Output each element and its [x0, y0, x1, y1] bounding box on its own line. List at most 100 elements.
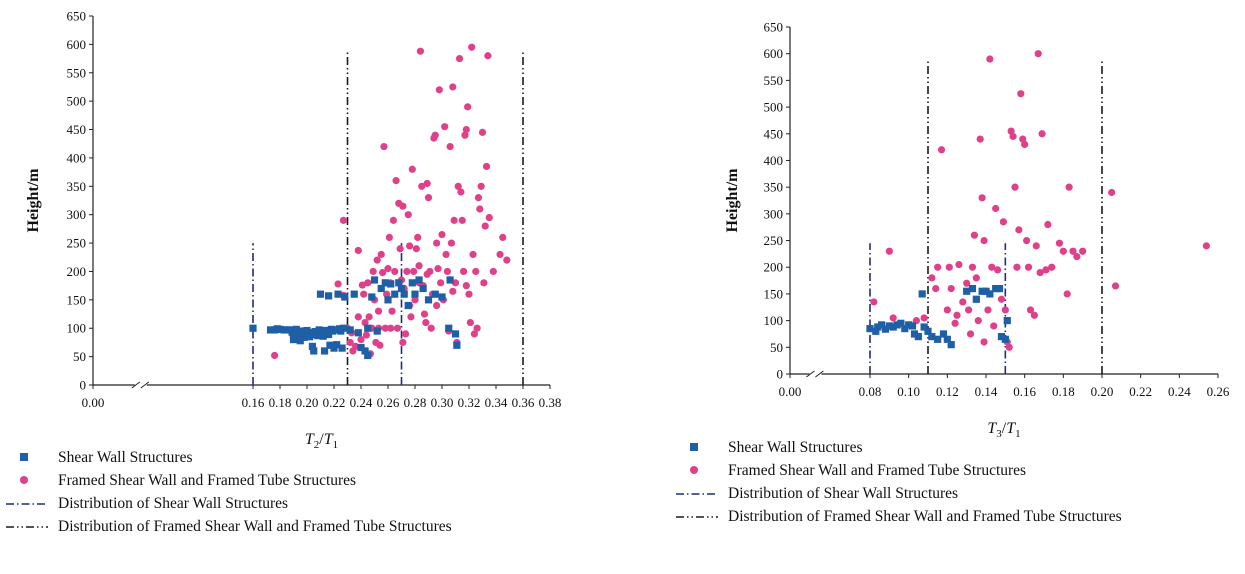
shear-wall-point [333, 341, 341, 349]
framed-structure-point [381, 324, 389, 332]
y-tick-label: 450 [764, 126, 784, 141]
framed-structure-point [354, 246, 362, 255]
framed-structure-point [373, 256, 381, 264]
shear-wall-point [368, 293, 376, 301]
framed-structure-point [496, 250, 504, 259]
y-tick-label: 350 [67, 179, 87, 194]
framed-structure-point [361, 318, 369, 327]
framed-structure-point [978, 194, 986, 202]
framed-structure-point [271, 351, 279, 360]
framed-structure-point [334, 280, 342, 288]
shear-wall-point [276, 325, 284, 333]
y-tick-label: 600 [764, 46, 784, 61]
framed-structure-point [928, 274, 936, 282]
framed-structure-point [1055, 239, 1064, 247]
framed-structure-point [466, 318, 474, 327]
shear-wall-point [997, 333, 1006, 341]
framed-structure-point [1015, 226, 1023, 234]
framed-structure-point [438, 230, 446, 239]
framed-structure-point [358, 281, 366, 289]
framed-structure-point [994, 266, 1002, 274]
legend-label: Distribution of Framed Shear Wall and Fr… [728, 508, 1122, 525]
legend-symbol [6, 526, 48, 528]
framed-structure-point [963, 279, 971, 287]
framed-structure-point [404, 211, 412, 219]
framed-structure-point [399, 202, 407, 210]
x-axis-title: T3/T1 [987, 420, 1020, 440]
framed-structure-point [464, 103, 472, 111]
framed-structure-point [379, 268, 387, 277]
shear-wall-point [878, 321, 886, 329]
framed-structure-point [1023, 236, 1031, 245]
x-tick-label: 0.34 [485, 395, 508, 410]
shear-wall-point [438, 293, 446, 301]
framed-structure-point [980, 338, 988, 346]
framed-structure-point [442, 250, 450, 259]
framed-structure-point [437, 279, 445, 287]
framed-structure-point [427, 324, 435, 332]
shear-wall-point [934, 335, 942, 343]
shear-wall-point [963, 287, 971, 295]
framed-structure-point [984, 306, 992, 314]
framed-structure-point [403, 267, 411, 276]
shear-wall-point [400, 290, 408, 298]
x-tick-label: 0.12 [936, 384, 959, 399]
shear-wall-point [928, 333, 936, 341]
framed-structure-point [953, 311, 961, 319]
y-tick-label: 150 [764, 286, 784, 301]
legend-symbol [676, 516, 718, 518]
framed-structure-point [1036, 268, 1044, 277]
framed-structure-point [959, 298, 967, 306]
x-tick-label: 0.26 [1207, 384, 1230, 399]
framed-structure-point [951, 319, 959, 327]
y-tick-label: 250 [67, 236, 87, 251]
shear-wall-point [866, 325, 874, 333]
shear-wall-point [316, 290, 325, 298]
framed-structure-point [399, 338, 407, 347]
framed-structure-point [1026, 306, 1035, 314]
x-tick-label: 0.24 [350, 395, 373, 410]
framed-structure-point [461, 131, 469, 139]
framed-structure-point [383, 290, 391, 298]
framed-structure-point [1013, 263, 1021, 271]
framed-structure-point [1048, 263, 1056, 271]
shear-wall-point [1001, 335, 1009, 343]
shear-wall-point [289, 331, 298, 339]
shear-wall-point [346, 326, 354, 334]
framed-structure-point [449, 287, 457, 295]
shear-wall-point [897, 319, 905, 327]
y-tick-label: 500 [67, 94, 87, 109]
y-axis-title: Height/m [25, 168, 42, 233]
framed-structure-point [420, 310, 429, 318]
shear-wall-point [453, 341, 461, 349]
framed-structure-point [407, 313, 415, 321]
shear-wall-point [939, 330, 948, 338]
x-tick-label: 0.16 [1013, 384, 1036, 399]
framed-structure-point [470, 330, 478, 338]
shear-wall-point [914, 333, 922, 341]
legend-symbol [6, 503, 48, 505]
framed-structure-point [441, 123, 449, 131]
x-tick-label: 0.32 [458, 395, 481, 410]
y-tick-label: 500 [764, 100, 784, 115]
framed-structure-point [934, 263, 942, 271]
x-tick-label: 0.28 [404, 395, 427, 410]
framed-structure-point [443, 267, 451, 276]
shear-wall-point [986, 290, 994, 298]
framed-structure-point [418, 182, 426, 190]
framed-structure-point [489, 267, 497, 276]
x-tick-label: 0.22 [323, 395, 346, 410]
framed-structure-point [974, 317, 982, 325]
x-tick-label: 0.24 [1168, 384, 1191, 399]
shear-wall-point [889, 323, 897, 331]
shear-wall-point [404, 301, 412, 310]
y-axis-title: Height/m [724, 168, 741, 233]
framed-structure-point [990, 322, 998, 330]
framed-structure-point [485, 213, 493, 222]
shear-wall-point [920, 323, 928, 331]
shear-wall-point [411, 290, 419, 298]
shear-wall-point [325, 292, 333, 300]
x-tick-label: 0.18 [269, 395, 292, 410]
framed-structure-point [346, 338, 354, 347]
y-tick-label: 50 [770, 340, 783, 355]
